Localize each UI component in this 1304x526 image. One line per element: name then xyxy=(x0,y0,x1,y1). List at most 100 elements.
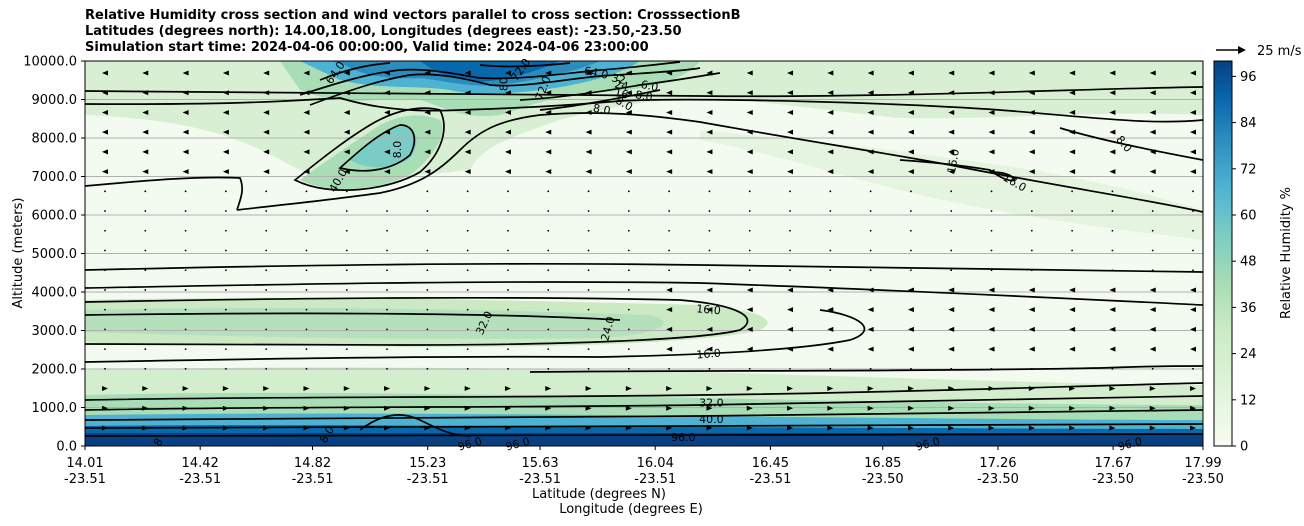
wind-vector-dot xyxy=(587,249,590,252)
wind-vector-dot xyxy=(1071,190,1074,193)
wind-vector-dot xyxy=(466,269,469,272)
wind-vector-arrow xyxy=(545,405,552,411)
wind-vector-arrow xyxy=(384,386,391,392)
wind-vector-arrow xyxy=(787,425,794,431)
wind-vector-arrow xyxy=(1069,70,1076,76)
wind-vector-dot xyxy=(345,210,348,212)
wind-vector-arrow xyxy=(1109,169,1116,175)
y-tick-label: 6000.0 xyxy=(32,209,78,224)
wind-vector-arrow xyxy=(464,425,471,431)
wind-vector-dot xyxy=(869,210,872,212)
wind-vector-dot xyxy=(386,210,388,212)
wind-vector-dot xyxy=(547,289,550,291)
wind-vector-arrow xyxy=(706,129,713,135)
wind-vector-dot xyxy=(386,249,388,252)
wind-vector-dot xyxy=(587,269,590,272)
wind-vector-dot xyxy=(1071,269,1074,272)
wind-vector-arrow xyxy=(1149,386,1156,392)
wind-vector-arrow xyxy=(948,346,955,352)
wind-vector-arrow xyxy=(424,386,431,392)
wind-vector-arrow xyxy=(625,70,632,76)
contour-label: 24.0 xyxy=(599,315,618,342)
wind-vector-dot xyxy=(426,308,429,311)
wind-vector-arrow xyxy=(666,326,673,332)
wind-vector-arrow xyxy=(102,90,108,96)
wind-vector-dot xyxy=(507,289,509,291)
wind-vector-arrow xyxy=(343,149,350,155)
wind-vector-dot xyxy=(265,308,268,311)
wind-vector-dot xyxy=(386,229,388,232)
wind-vector-arrow xyxy=(867,326,874,332)
wind-vector-dot xyxy=(305,367,308,370)
wind-vector-arrow xyxy=(464,129,471,135)
wind-vector-arrow xyxy=(706,287,713,293)
wind-vector-dot xyxy=(627,348,630,351)
wind-vector-arrow xyxy=(1149,287,1156,293)
wind-vector-arrow xyxy=(142,405,149,411)
wind-vector-dot xyxy=(1151,190,1154,193)
wind-vector-arrow xyxy=(102,70,108,76)
x-tick-label-lon: -23.51 xyxy=(64,472,106,487)
wind-vector-arrow xyxy=(585,70,592,76)
wind-vector-dot xyxy=(224,367,227,370)
y-tick-label: 0.0 xyxy=(56,440,77,455)
wind-vector-dot xyxy=(104,229,106,232)
wind-vector-arrow xyxy=(182,386,189,392)
wind-vector-dot xyxy=(507,249,509,252)
wind-vector-arrow xyxy=(867,307,874,313)
wind-vector-arrow xyxy=(303,405,310,411)
x-tick-label-lon: -23.50 xyxy=(1092,472,1134,487)
x-axis: 14.01-23.5114.42-23.5114.82-23.5115.23-2… xyxy=(64,446,1224,487)
wind-vector-arrow xyxy=(867,109,874,115)
wind-vector-arrow xyxy=(384,90,391,96)
wind-vector-arrow xyxy=(787,346,794,352)
wind-vector-dot xyxy=(1071,367,1074,370)
wind-vector-dot xyxy=(184,289,187,291)
wind-vector-arrow xyxy=(545,70,552,76)
wind-vector-arrow xyxy=(585,109,592,115)
colorbar-tick-label: 96 xyxy=(1240,70,1257,85)
wind-vector-dot xyxy=(466,367,469,370)
wind-vector-arrow xyxy=(827,326,834,332)
wind-vector-dot xyxy=(708,229,711,232)
wind-vector-arrow xyxy=(182,425,189,431)
wind-vector-arrow xyxy=(263,70,270,76)
wind-vector-dot xyxy=(1151,210,1154,212)
wind-vector-dot xyxy=(386,289,388,291)
contour-label: 32.0 xyxy=(699,396,724,409)
wind-vector-arrow xyxy=(827,287,834,293)
wind-vector-arrow xyxy=(867,405,874,411)
wind-vector-dot xyxy=(426,367,429,370)
wind-vector-arrow xyxy=(343,90,350,96)
wind-vector-dot xyxy=(829,249,832,252)
wind-vector-arrow xyxy=(222,386,229,392)
wind-vector-arrow xyxy=(706,109,713,115)
wind-vector-arrow xyxy=(102,386,108,392)
wind-vector-arrow xyxy=(827,405,834,411)
wind-vector-arrow xyxy=(666,346,673,352)
wind-vector-arrow xyxy=(706,425,713,431)
wind-vector-dot xyxy=(224,348,227,351)
wind-vector-arrow xyxy=(545,129,552,135)
wind-vector-arrow xyxy=(1190,386,1196,392)
contour-label: 96.0 xyxy=(504,435,531,454)
x-tick-label-lat: 14.82 xyxy=(294,456,331,471)
wind-vector-dot xyxy=(668,190,671,193)
wind-vector-dot xyxy=(668,367,671,370)
wind-vector-arrow xyxy=(1069,307,1076,313)
wind-vector-arrow xyxy=(948,307,955,313)
y-tick-label: 3000.0 xyxy=(32,324,78,339)
wind-vector-dot xyxy=(708,190,711,193)
wind-vector-arrow xyxy=(384,129,391,135)
wind-vector-dot xyxy=(345,229,348,232)
wind-vector-dot xyxy=(466,210,469,212)
wind-vector-arrow xyxy=(867,386,874,392)
x-tick-label-lat: 17.26 xyxy=(979,456,1016,471)
x-tick-label-lon: -23.51 xyxy=(519,472,561,487)
wind-vector-dot xyxy=(789,249,791,252)
wind-vector-dot xyxy=(708,249,711,252)
wind-vector-arrow xyxy=(1069,169,1076,175)
wind-vector-arrow xyxy=(746,386,753,392)
wind-vector-arrow xyxy=(1190,169,1196,175)
wind-vector-arrow xyxy=(666,307,673,313)
